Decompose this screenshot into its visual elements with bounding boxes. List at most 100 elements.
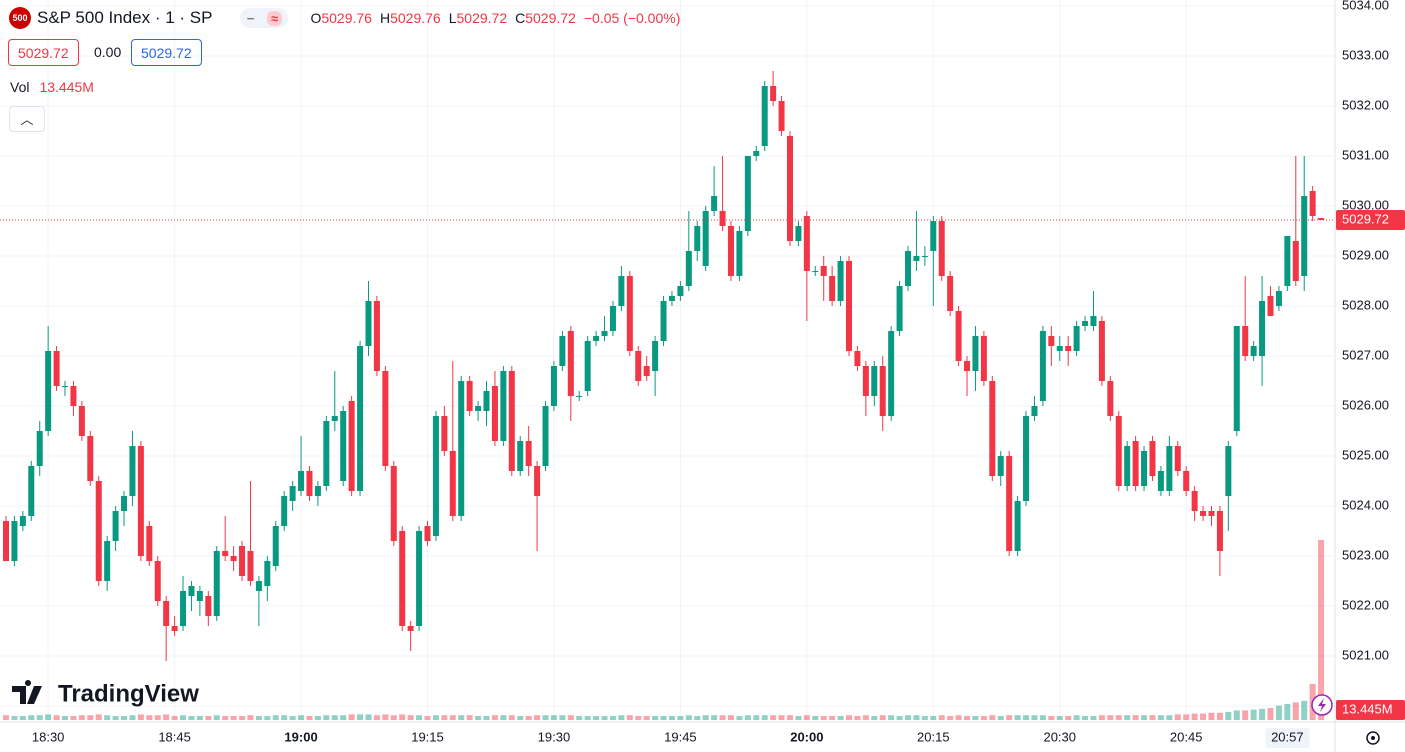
volume-bar bbox=[862, 715, 869, 720]
volume-bar bbox=[702, 715, 709, 720]
ohlc-key: H bbox=[379, 10, 391, 26]
candle-body bbox=[761, 86, 768, 146]
candle-body bbox=[500, 371, 507, 441]
candle-body bbox=[1006, 456, 1013, 551]
candle-body bbox=[1157, 471, 1164, 491]
sell-button[interactable]: 5029.72 bbox=[8, 39, 79, 66]
x-tick-label: 19:30 bbox=[538, 729, 571, 744]
settings-icon[interactable] bbox=[1366, 731, 1380, 745]
last-price-box bbox=[1336, 210, 1405, 230]
volume-pane bbox=[3, 540, 1325, 720]
candle-body bbox=[3, 521, 9, 561]
volume-bar bbox=[171, 716, 178, 720]
candle-body bbox=[677, 286, 684, 296]
volume-bar bbox=[938, 715, 945, 720]
candle-body bbox=[1090, 316, 1097, 326]
volume-bar bbox=[786, 715, 793, 720]
volume-bar bbox=[542, 715, 549, 720]
y-tick-label: 5024.00 bbox=[1342, 497, 1389, 512]
candle-body bbox=[483, 391, 490, 411]
volume-bar bbox=[298, 715, 305, 720]
volume-bar bbox=[744, 715, 751, 720]
candle-body bbox=[1292, 241, 1299, 281]
candle-body bbox=[846, 261, 852, 351]
x-tick-label: 20:45 bbox=[1170, 729, 1203, 744]
candle-body bbox=[70, 386, 77, 406]
volume-bar bbox=[567, 715, 574, 720]
volume-bar bbox=[1166, 715, 1173, 720]
volume-bar bbox=[1107, 715, 1114, 720]
vol-value: 13.445M bbox=[39, 79, 94, 95]
candle-body bbox=[1267, 296, 1274, 316]
candle-body bbox=[837, 261, 844, 301]
x-tick-label: 19:15 bbox=[411, 729, 444, 744]
volume-bar bbox=[1056, 716, 1063, 720]
volume-bar bbox=[180, 715, 187, 720]
volume-bar bbox=[685, 715, 692, 720]
candle-body bbox=[854, 351, 861, 366]
candle-body bbox=[399, 531, 406, 626]
volume-bar bbox=[146, 715, 153, 720]
candle-body bbox=[432, 416, 439, 536]
volume-bar bbox=[964, 716, 971, 720]
volume-bar bbox=[517, 716, 524, 720]
volume-bar bbox=[711, 715, 718, 720]
candle-body bbox=[289, 486, 296, 501]
volume-bar bbox=[45, 714, 52, 720]
candle-body bbox=[1250, 346, 1257, 356]
crosshair-time-label: 20:57 bbox=[1271, 729, 1304, 744]
volume-bar bbox=[1225, 712, 1232, 720]
logo-text: TradingView bbox=[58, 680, 199, 707]
candle-body bbox=[348, 401, 355, 491]
candle-body bbox=[525, 441, 532, 466]
volume-bar bbox=[314, 716, 321, 720]
candle-body bbox=[1115, 416, 1122, 486]
candle-body bbox=[1183, 471, 1190, 491]
vol-label: Vol bbox=[10, 79, 30, 95]
candle-body bbox=[930, 221, 937, 251]
candle-body bbox=[542, 406, 549, 466]
volume-bar bbox=[239, 716, 246, 720]
candle-body bbox=[104, 541, 111, 581]
volume-bar bbox=[441, 715, 448, 720]
ohlc-key: C bbox=[515, 10, 526, 26]
symbol-badge: 500 bbox=[9, 7, 31, 29]
volume-bar bbox=[508, 715, 515, 720]
volume-bar bbox=[1124, 715, 1131, 720]
volume-bar bbox=[281, 715, 288, 720]
volume-bar bbox=[205, 716, 212, 720]
volume-bar bbox=[1132, 715, 1139, 720]
candle-body bbox=[829, 276, 836, 301]
volume-bar bbox=[947, 716, 954, 720]
x-tick-label: 20:15 bbox=[917, 729, 950, 744]
symbol-title[interactable]: S&P 500 Index · 1 · SP bbox=[37, 8, 213, 27]
volume-bar bbox=[104, 715, 111, 720]
collapse-button[interactable]: ︿ bbox=[9, 106, 45, 132]
gear[interactable] bbox=[1366, 731, 1380, 745]
volume-bar bbox=[87, 715, 94, 720]
candle-body bbox=[36, 431, 43, 466]
y-tick-label: 5027.00 bbox=[1342, 347, 1389, 362]
candle-body bbox=[812, 271, 819, 272]
candle-body bbox=[753, 151, 760, 156]
volume-bar bbox=[871, 716, 878, 720]
volume-bar bbox=[491, 715, 498, 720]
candle-body bbox=[795, 226, 802, 241]
volume-bar bbox=[53, 715, 60, 720]
buy-button[interactable]: 5029.72 bbox=[131, 39, 202, 66]
volume-bar bbox=[550, 715, 557, 720]
candle-body bbox=[1309, 191, 1316, 216]
candle-body bbox=[121, 496, 128, 511]
volume-bar bbox=[980, 716, 987, 720]
candle-body bbox=[424, 526, 431, 541]
volume-bar bbox=[626, 715, 633, 720]
volume-bar bbox=[1048, 716, 1055, 720]
candle-body bbox=[146, 526, 153, 561]
candle-body bbox=[601, 331, 608, 336]
volume-bar bbox=[719, 715, 726, 720]
candle-body bbox=[576, 396, 583, 397]
volume-bar bbox=[525, 716, 532, 720]
candle-body bbox=[905, 251, 912, 286]
candle-body bbox=[778, 101, 785, 131]
compare-toggle[interactable]: − ≈ bbox=[240, 8, 289, 28]
